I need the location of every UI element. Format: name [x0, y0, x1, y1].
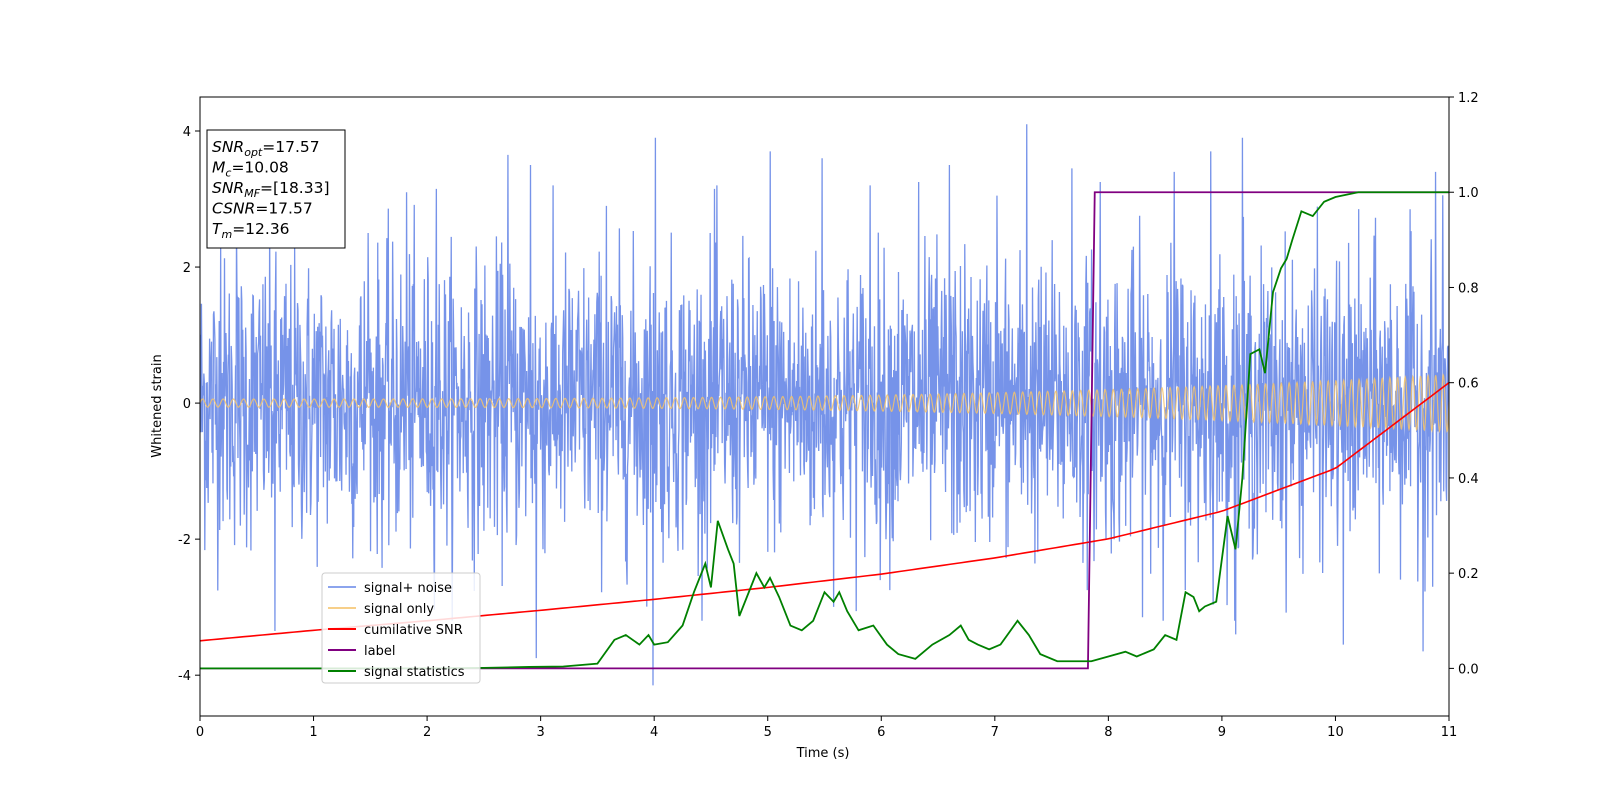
- legend-frame: [321, 572, 481, 684]
- x-tick-label: 0: [196, 725, 204, 740]
- x-tick-label: 4: [650, 725, 658, 740]
- annotation-frame: [206, 129, 346, 249]
- y-axis-left: -4 -2 0 2 4: [178, 125, 200, 684]
- legend-label: signal+ noise: [364, 581, 452, 596]
- annotation-symbol: SNR: [212, 179, 244, 197]
- x-axis-label: Time (s): [796, 746, 850, 761]
- legend-label: signal only: [364, 602, 434, 617]
- y-left-tick-label: -2: [178, 533, 191, 548]
- annotation-symbol: CSNR: [212, 200, 255, 218]
- y-right-tick-label: 0.2: [1458, 567, 1479, 582]
- x-tick-label: 8: [1104, 725, 1112, 740]
- y-right-tick-label: 0.8: [1458, 281, 1479, 296]
- annotation-value: =12.36: [232, 220, 289, 238]
- legend-label: signal statistics: [364, 665, 465, 680]
- x-tick-label: 6: [877, 725, 885, 740]
- x-tick-label: 2: [423, 725, 431, 740]
- legend: signal+ noise signal only cumilative SNR la…: [321, 572, 481, 684]
- y-right-tick-label: 0.4: [1458, 472, 1479, 487]
- y-right-tick-label: 0.6: [1458, 377, 1479, 392]
- annotation-value: =10.08: [231, 159, 288, 177]
- annotation-line: Tm=12.36: [212, 220, 290, 241]
- y-left-tick-label: 2: [183, 261, 191, 276]
- annotation-value: =17.57: [255, 200, 312, 218]
- x-tick-label: 7: [991, 725, 999, 740]
- x-tick-label: 9: [1218, 725, 1226, 740]
- y-axis-label-left: Whitened strain: [150, 354, 165, 457]
- annotation-symbol: SNR: [212, 138, 244, 156]
- annotation-line: SNRopt=17.57: [212, 138, 320, 159]
- annotation-subscript: opt: [244, 146, 263, 159]
- annotation-value: =[18.33]: [260, 179, 329, 197]
- y-right-tick-label: 1.0: [1458, 186, 1479, 201]
- plot-frame: [199, 96, 1450, 717]
- legend-label: label: [364, 644, 395, 659]
- series-signal-only-line: [200, 372, 1449, 434]
- legend-label: cumilative SNR: [364, 623, 463, 638]
- annotation-symbol: T: [212, 220, 223, 238]
- series-signal-noise-line: [200, 124, 1449, 686]
- annotation-subscript: MF: [244, 187, 260, 200]
- x-tick-label: 1: [309, 725, 317, 740]
- y-axis-right: 0.0 0.2 0.4 0.6 0.8 1.0 1.2: [1449, 91, 1479, 677]
- series-signal-statistics-line: [200, 191, 1449, 670]
- x-tick-label: 3: [536, 725, 544, 740]
- x-tick-label: 5: [764, 725, 772, 740]
- y-left-tick-label: 0: [183, 397, 191, 412]
- annotation-subscript: m: [221, 228, 232, 241]
- annotation-subscript: c: [225, 167, 231, 180]
- y-right-tick-label: 1.2: [1458, 91, 1479, 106]
- x-axis: 0 1 2 3 4 5 6 7 8 9 10 11: [196, 716, 1457, 740]
- x-tick-label: 11: [1441, 725, 1458, 740]
- annotation-line: SNRMF=[18.33]: [212, 179, 330, 200]
- annotation-value: =17.57: [262, 138, 319, 156]
- annotation-box: SNRopt=17.57Mc=10.08SNRMF=[18.33]CSNR=17…: [206, 129, 346, 249]
- y-right-tick-label: 0.0: [1458, 662, 1479, 677]
- annotation-symbol: M: [212, 159, 225, 177]
- annotation-line: CSNR=17.57: [212, 200, 313, 218]
- annotation-line: Mc=10.08: [212, 159, 289, 180]
- y-left-tick-label: -4: [178, 669, 191, 684]
- series-label-line: [200, 191, 1449, 670]
- x-tick-label: 10: [1327, 725, 1344, 740]
- y-left-tick-label: 4: [183, 125, 191, 140]
